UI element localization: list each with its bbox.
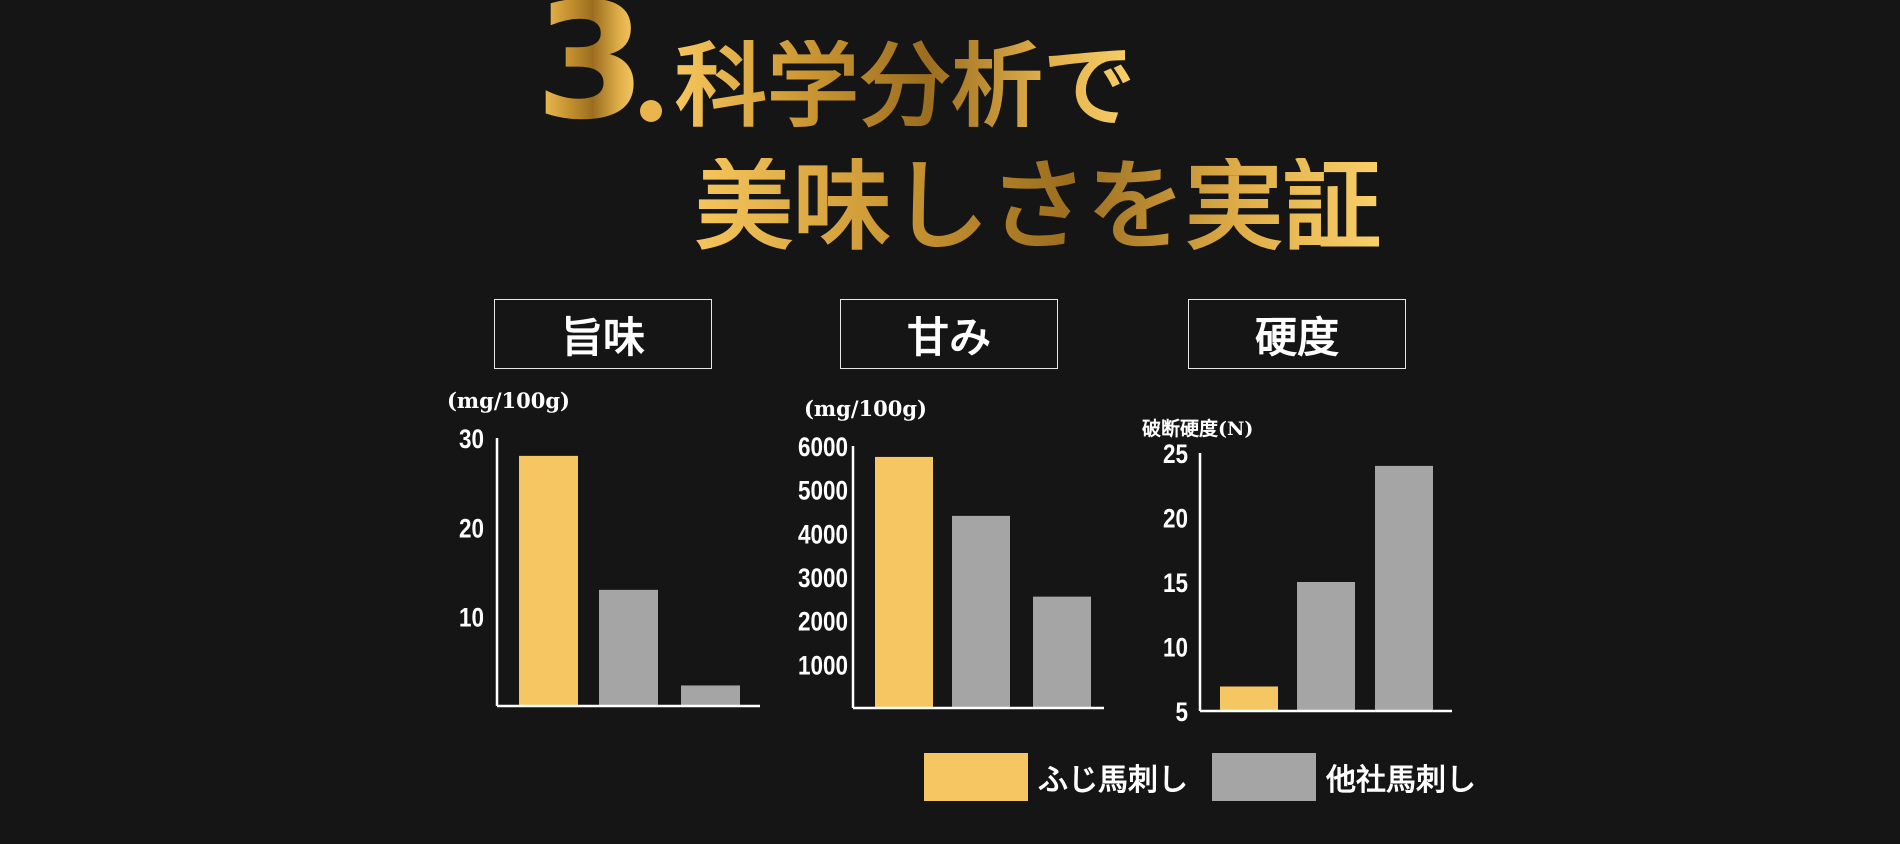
tick-sweetness-3000: 3000 [798,563,848,593]
tick-umami-10: 10 [459,603,484,633]
bar-umami-fuji [519,455,578,706]
bar-hardness-other-a [1297,582,1355,711]
legend-label-fuji: ふじ馬刺し [1038,763,1188,798]
tick-sweetness-6000: 6000 [798,432,848,462]
tick-hardness-25: 25 [1163,439,1188,469]
legend-swatch-other [1212,753,1316,801]
chart-title-sweetness: 甘み [840,299,1058,369]
tick-hardness-5: 5 [1176,697,1189,727]
bar-umami-other-b [681,685,740,706]
tick-hardness-20: 20 [1163,504,1188,534]
heading-number: 3 [535,0,646,142]
bar-sweetness-other-b [1033,596,1091,708]
tick-umami-30: 30 [459,424,484,454]
tick-hardness-10: 10 [1163,633,1188,663]
tick-umami-20: 20 [459,513,484,543]
tick-sweetness-2000: 2000 [798,607,848,637]
bar-hardness-other-b [1375,465,1433,711]
heading-line1: 科学分析で [675,32,1136,140]
tick-hardness-15: 15 [1163,568,1188,598]
legend-label-other: 他社馬刺し [1326,763,1476,798]
heading-line2: 美味しさを実証 [695,149,1382,264]
tick-sweetness-4000: 4000 [798,519,848,549]
bar-sweetness-fuji [875,456,933,708]
tick-sweetness-1000: 1000 [798,650,848,680]
tick-sweetness-5000: 5000 [798,476,848,506]
unit-label-hardness: 破断硬度(N) [1142,418,1254,440]
unit-label-sweetness: (mg/100g) [804,396,927,421]
bar-sweetness-other-a [952,515,1010,708]
chart-title-umami: 旨味 [494,299,712,369]
bar-umami-other-a [599,589,658,706]
chart-title-hardness: 硬度 [1188,299,1406,369]
legend: ふじ馬刺し 他社馬刺し [924,753,1500,801]
bar-hardness-fuji [1220,686,1278,711]
unit-label-umami: (mg/100g) [447,388,570,413]
heading-dot [640,100,662,122]
legend-swatch-fuji [924,753,1028,801]
